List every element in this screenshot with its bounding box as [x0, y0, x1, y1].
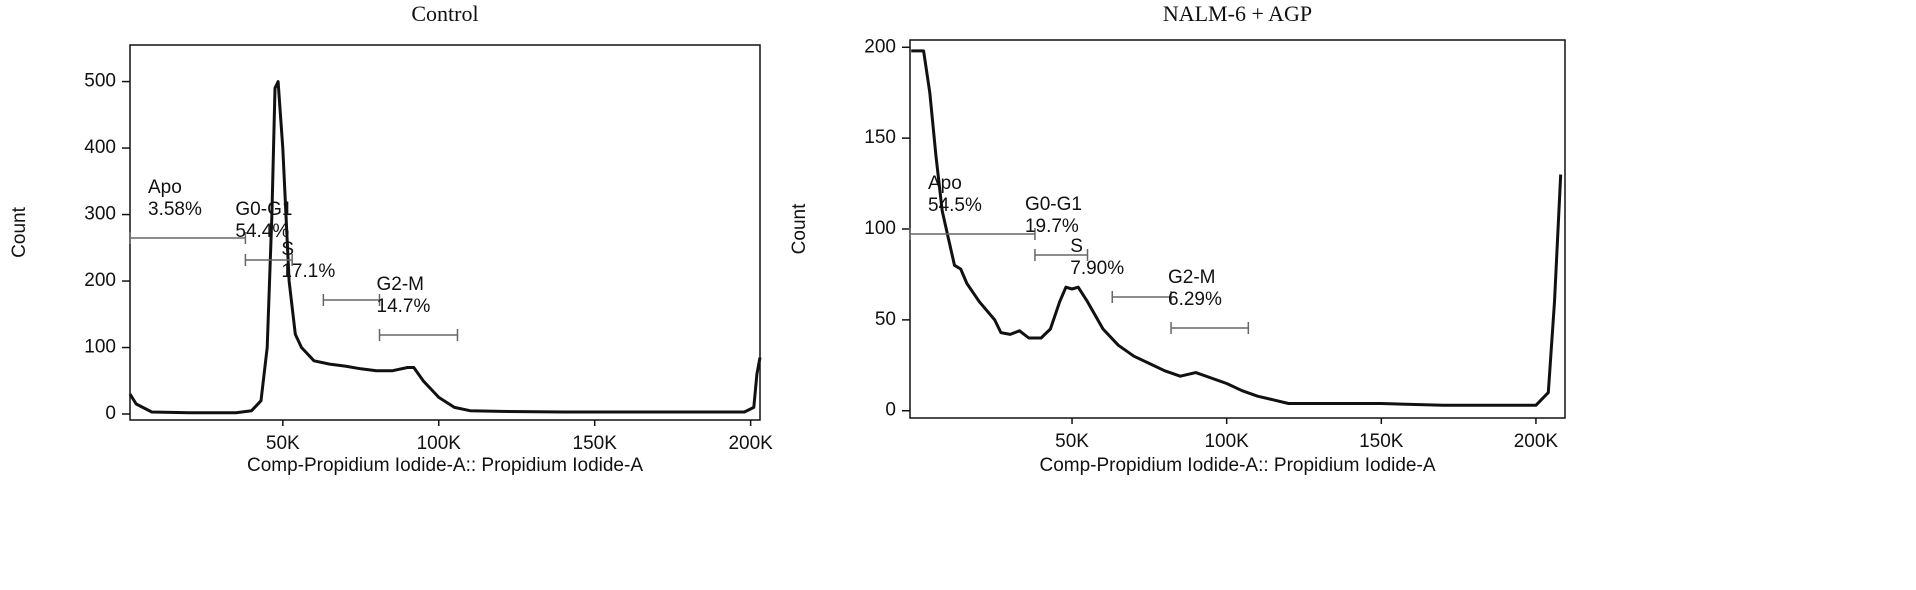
gate-name: Apo	[148, 177, 182, 198]
gate-name: G0-G1	[235, 199, 292, 220]
y-tick-label: 100	[84, 337, 116, 358]
y-tick-label: 50	[875, 309, 896, 330]
gate-name: S	[281, 239, 294, 260]
gate-name: Apo	[928, 173, 962, 194]
y-axis-title: Count	[789, 203, 810, 254]
plot-frame	[909, 39, 1566, 419]
x-tick-label: 100K	[417, 433, 462, 454]
x-tick-label: 100K	[1204, 431, 1249, 452]
x-tick-label: 50K	[1055, 431, 1089, 452]
gate-name: G2-M	[377, 274, 425, 295]
histogram-line	[128, 80, 762, 415]
x-tick-label: 200K	[1514, 431, 1559, 452]
gate-percent: 19.7%	[1025, 216, 1079, 237]
plot-frame	[129, 44, 761, 421]
gate-percent: 54.5%	[928, 195, 982, 216]
chart-title: NALM-6 + AGP	[1163, 1, 1312, 26]
histogram-line	[911, 49, 1563, 407]
x-tick-label: 50K	[266, 433, 300, 454]
y-tick-label: 300	[84, 204, 116, 225]
gate-percent: 54.4%	[235, 221, 289, 242]
x-axis-title: Comp-Propidium Iodide-A:: Propidium Iodi…	[1039, 455, 1435, 476]
gate-percent: 6.29%	[1168, 289, 1222, 310]
y-tick-label: 200	[84, 270, 116, 291]
x-tick-label: 150K	[1359, 431, 1404, 452]
gate-percent: 17.1%	[281, 261, 335, 282]
gate-name: S	[1070, 236, 1083, 257]
x-tick-label: 150K	[573, 433, 618, 454]
x-axis-title: Comp-Propidium Iodide-A:: Propidium Iodi…	[247, 455, 643, 476]
chart-title: Control	[411, 1, 478, 26]
gate-name: G0-G1	[1025, 194, 1082, 215]
y-tick-label: 100	[864, 218, 896, 239]
y-tick-label: 500	[84, 71, 116, 92]
gate-percent: 7.90%	[1070, 258, 1124, 279]
y-tick-label: 0	[105, 403, 116, 424]
gate-percent: 14.7%	[377, 296, 431, 317]
gate-percent: 3.58%	[148, 199, 202, 220]
y-tick-label: 400	[84, 137, 116, 158]
y-tick-label: 150	[864, 127, 896, 148]
gate-name: G2-M	[1168, 267, 1216, 288]
y-tick-label: 200	[864, 36, 896, 57]
y-axis-title: Count	[9, 206, 30, 257]
x-tick-label: 200K	[728, 433, 773, 454]
y-tick-label: 0	[885, 400, 896, 421]
